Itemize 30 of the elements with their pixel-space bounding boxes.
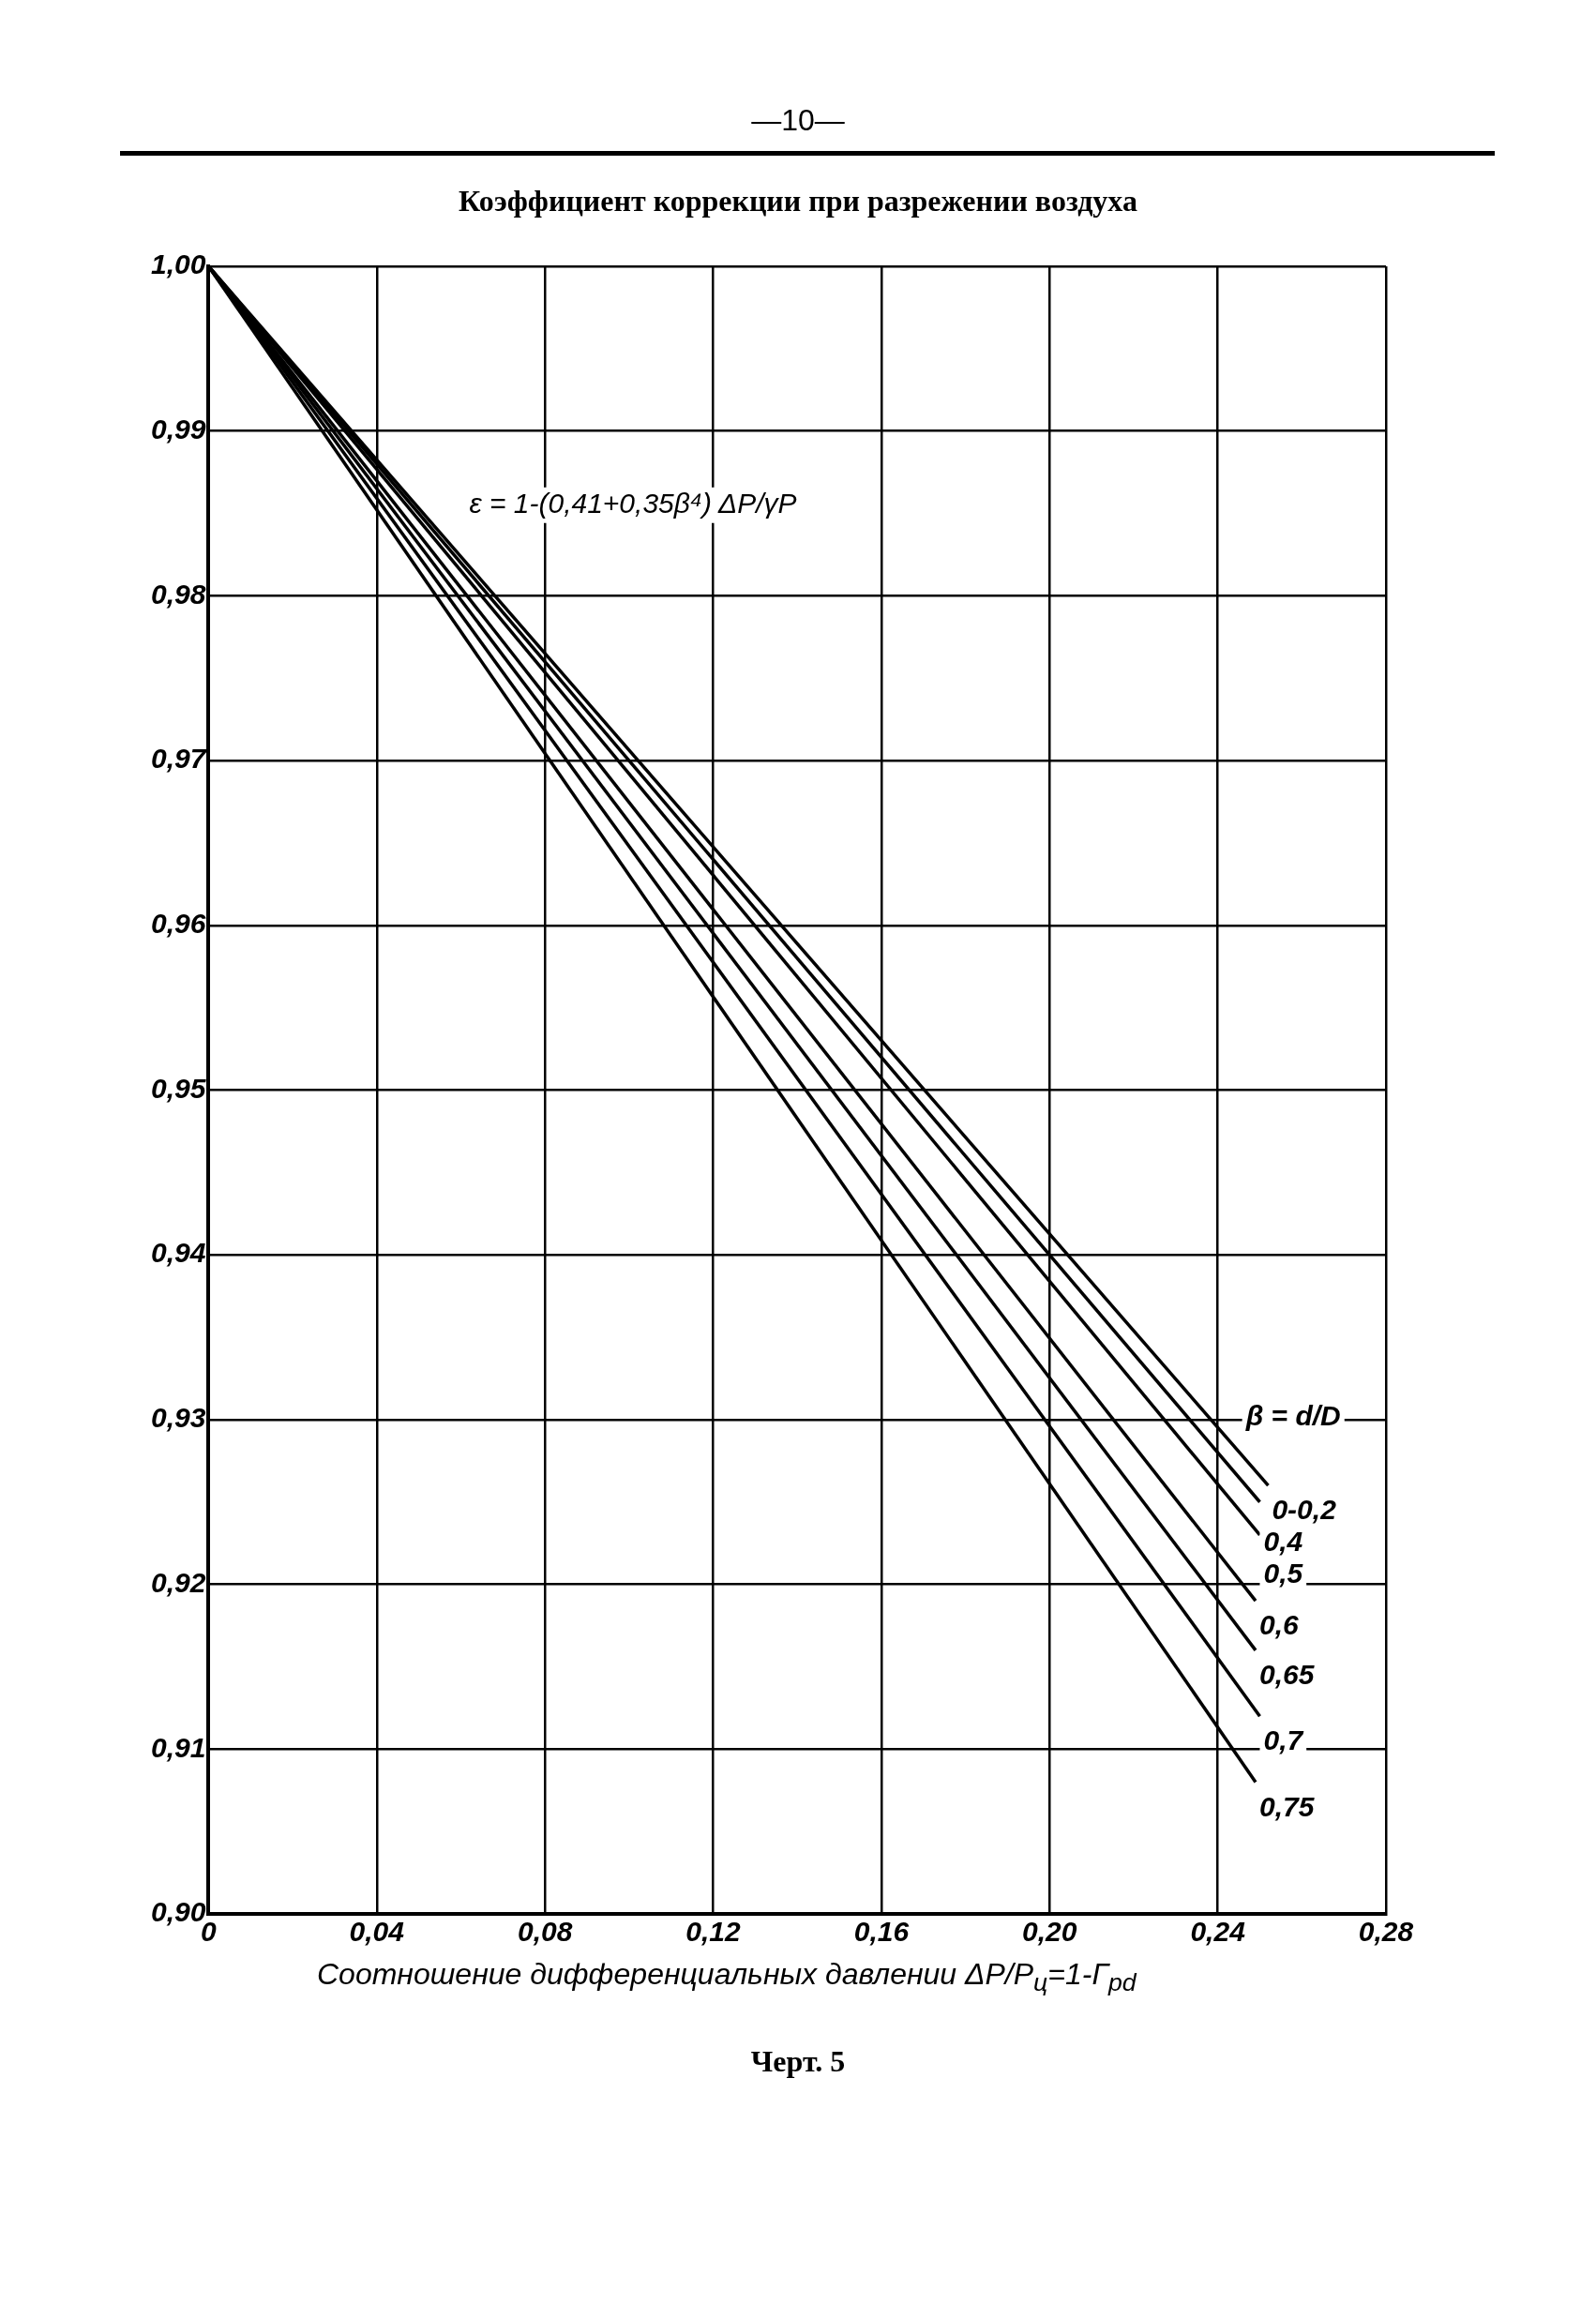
series-label: 0,4 [1263,1526,1303,1558]
y-tick-label: 0,93 [151,1402,206,1434]
y-tick-label: 0,91 [151,1731,206,1763]
y-tick-label: 0,99 [151,413,206,444]
series-label: 0,65 [1258,1659,1316,1691]
x-tick-label: 0,16 [853,1916,910,1948]
annotation: ε = 1-(0,41+0,35β⁴) ΔP/γP [469,488,797,520]
series-label: 0,6 [1258,1609,1300,1641]
series-label: 0,75 [1258,1790,1316,1822]
x-tick-label: 0,28 [1358,1916,1414,1948]
y-tick-label: 0,95 [151,1072,207,1104]
y-tick-label: 0,92 [151,1566,206,1598]
x-tick-label: 0,24 [1190,1916,1246,1948]
y-tick-label: 1,00 [151,248,206,280]
text: Черт. 5 [749,2044,847,2080]
legend-title: β = d/D [1244,1400,1341,1432]
y-tick-label: 0,96 [151,908,206,940]
chart-title: Коэффициент коррекции при разрежении воздуха [458,184,1138,218]
x-axis-title: Соотношение дифференциальных давлении ΔP/P$_{ц}$=1-Г$_{pd}$ [317,1957,1138,1998]
series-label: 0,7 [1263,1724,1304,1756]
x-tick-label: 0,04 [349,1916,405,1948]
x-tick-label: 0,12 [685,1916,742,1948]
x-tick-label: 0,20 [1022,1916,1077,1948]
x-tick-label: 0,08 [517,1916,573,1948]
y-tick-label: 0,94 [151,1237,206,1269]
series-label: 0,5 [1263,1558,1304,1589]
text: —10— [750,103,846,138]
series-label: 0-0,2 [1272,1494,1337,1526]
y-tick-label: 0,98 [151,578,206,610]
y-tick-label: 0,97 [151,743,207,775]
